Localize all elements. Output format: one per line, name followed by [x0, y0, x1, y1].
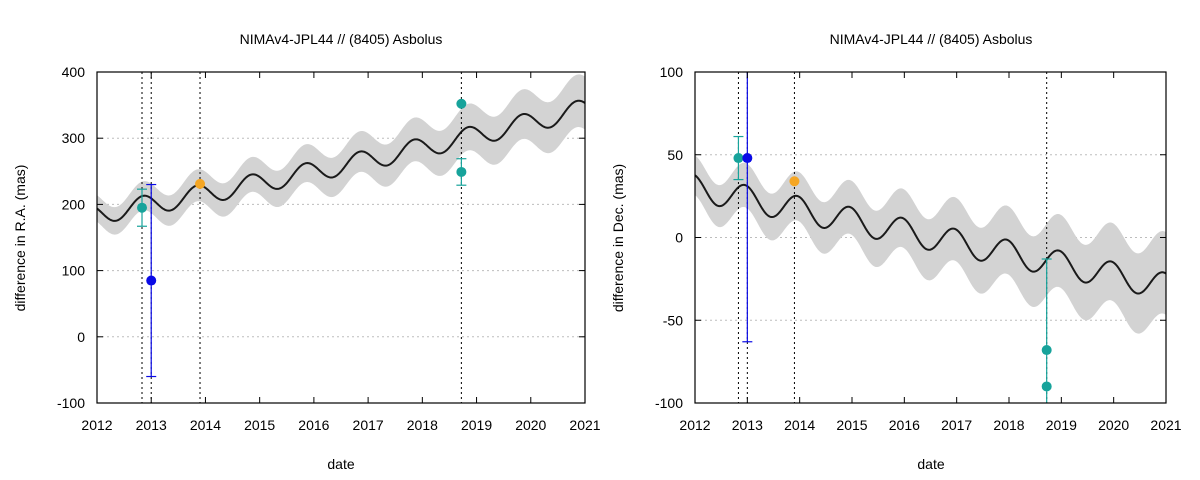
data-point [789, 176, 800, 187]
x-tick-label: 2013 [732, 417, 763, 433]
x-tick-label: 2014 [190, 417, 221, 433]
data-point [137, 202, 148, 213]
x-tick-label: 2017 [941, 417, 972, 433]
panel-dec: NIMAv4-JPL44 // (8405) Asbolus differenc… [610, 31, 1182, 472]
data-point [1041, 345, 1052, 356]
y-tick-label: -50 [663, 312, 683, 328]
data-point [456, 98, 467, 109]
x-tick-label: 2020 [515, 417, 546, 433]
x-tick-label: 2017 [353, 417, 384, 433]
x-axis-label: date [327, 456, 354, 472]
model-curve [97, 99, 585, 222]
data-point [742, 153, 753, 164]
model-curve [695, 174, 1166, 295]
y-axis-label: difference in Dec. (mas) [610, 164, 626, 312]
chart-title: NIMAv4-JPL44 // (8405) Asbolus [240, 31, 443, 47]
y-tick-label: 100 [660, 64, 684, 80]
x-tick-label: 2012 [81, 417, 112, 433]
data-point [195, 178, 206, 189]
uncertainty-band [97, 74, 585, 235]
x-tick-label: 2012 [679, 417, 710, 433]
x-tick-label: 2015 [836, 417, 867, 433]
y-tick-label: 300 [62, 130, 86, 146]
chart-title: NIMAv4-JPL44 // (8405) Asbolus [830, 31, 1033, 47]
x-tick-label: 2020 [1098, 417, 1129, 433]
x-tick-label: 2018 [993, 417, 1024, 433]
plot-frame [96, 71, 586, 404]
y-tick-label: -100 [655, 395, 683, 411]
x-axis-label: date [917, 456, 944, 472]
y-tick-label: 100 [62, 263, 86, 279]
x-tick-label: 2013 [136, 417, 167, 433]
panel-ra: NIMAv4-JPL44 // (8405) Asbolus differenc… [12, 31, 601, 472]
x-tick-label: 2014 [784, 417, 815, 433]
x-tick-label: 2019 [1046, 417, 1077, 433]
x-tick-label: 2021 [1150, 417, 1181, 433]
x-tick-label: 2021 [569, 417, 600, 433]
x-tick-label: 2015 [244, 417, 275, 433]
data-point [456, 166, 467, 177]
x-tick-label: 2018 [407, 417, 438, 433]
x-tick-label: 2016 [298, 417, 329, 433]
y-tick-label: 50 [667, 147, 683, 163]
data-point [733, 153, 744, 164]
y-tick-label: -100 [57, 395, 85, 411]
x-tick-label: 2016 [889, 417, 920, 433]
data-point [1041, 381, 1052, 392]
uncertainty-band [695, 155, 1166, 334]
y-tick-label: 0 [77, 329, 85, 345]
y-tick-label: 400 [62, 64, 86, 80]
y-tick-label: 0 [675, 230, 683, 246]
data-point [146, 275, 157, 286]
y-axis-label: difference in R.A. (mas) [12, 165, 28, 312]
x-tick-label: 2019 [461, 417, 492, 433]
y-tick-label: 200 [62, 196, 86, 212]
